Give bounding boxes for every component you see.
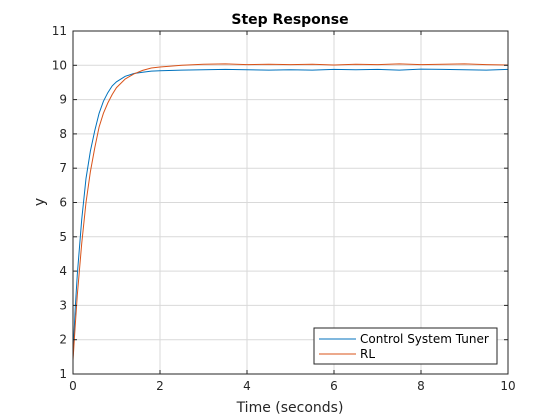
y-tick-label: 11 (52, 24, 67, 38)
x-tick-label: 10 (500, 379, 515, 393)
x-tick-label: 4 (243, 379, 251, 393)
y-tick-label: 1 (59, 367, 67, 381)
y-tick-label: 3 (59, 298, 67, 312)
legend-label-control-system-tuner: Control System Tuner (360, 332, 489, 346)
x-tick-label: 6 (330, 379, 338, 393)
legend-box (313, 327, 498, 365)
series-line-rl (72, 63, 509, 361)
series-group (72, 63, 509, 361)
x-tick-label: 0 (69, 379, 77, 393)
y-tick-label: 8 (59, 127, 67, 141)
y-tick-label: 7 (59, 161, 67, 175)
series-line-control-system-tuner (72, 68, 509, 357)
x-axis-label: Time (seconds) (236, 400, 344, 416)
y-tick-label: 6 (59, 196, 67, 210)
y-tick-label: 10 (52, 58, 67, 72)
y-tick-label: 5 (59, 230, 67, 244)
grid (72, 30, 509, 375)
chart-title: Step Response (231, 12, 348, 28)
y-tick-label: 2 (59, 333, 67, 347)
x-tick-label: 8 (417, 379, 425, 393)
y-axis-label: y (32, 198, 48, 206)
y-tick-label: 9 (59, 93, 67, 107)
legend: Control System Tuner RL (313, 327, 498, 365)
y-tick-label: 4 (59, 264, 67, 278)
x-tick-label: 2 (156, 379, 164, 393)
legend-label-rl: RL (360, 347, 375, 361)
